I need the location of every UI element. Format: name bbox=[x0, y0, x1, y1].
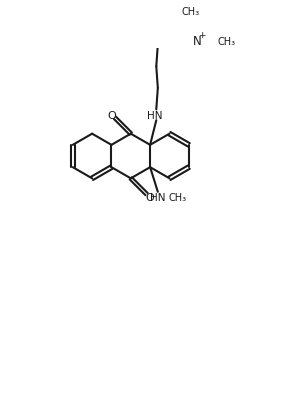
Text: O: O bbox=[145, 193, 154, 203]
Text: CH₃: CH₃ bbox=[182, 7, 200, 17]
Text: +: + bbox=[199, 31, 206, 40]
Text: N: N bbox=[193, 35, 202, 48]
Text: CH₃: CH₃ bbox=[217, 37, 235, 47]
Text: CH₃: CH₃ bbox=[168, 193, 187, 203]
Text: HN: HN bbox=[150, 193, 166, 203]
Text: HN: HN bbox=[147, 110, 162, 121]
Text: O: O bbox=[108, 110, 116, 121]
